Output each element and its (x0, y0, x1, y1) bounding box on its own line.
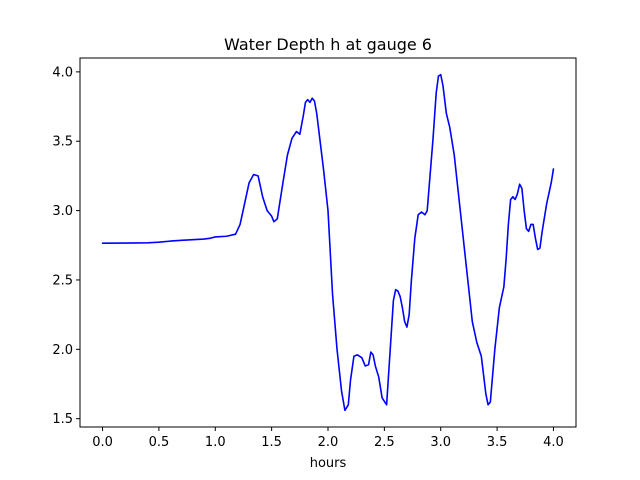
y-tick-label: 3.0 (52, 204, 73, 219)
x-axis-label: hours (310, 456, 347, 471)
x-tick-label: 3.5 (487, 435, 508, 450)
y-tick-label: 2.0 (52, 343, 73, 358)
plot-area (101, 73, 555, 412)
x-tick-label: 2.0 (318, 435, 339, 450)
x-tick-label: 0.5 (149, 435, 170, 450)
x-tick-label: 3.0 (430, 435, 451, 450)
x-tick-label: 4.0 (543, 435, 564, 450)
x-tick-label: 1.0 (205, 435, 226, 450)
x-tick-label: 0.0 (92, 435, 113, 450)
y-tick-label: 4.0 (52, 65, 73, 80)
y-tick-label: 3.5 (52, 135, 73, 150)
x-tick-label: 2.5 (374, 435, 395, 450)
x-tick-label: 1.5 (261, 435, 282, 450)
series-line-0 (101, 73, 555, 412)
y-tick-label: 1.5 (52, 412, 73, 427)
y-axis: 1.5 2.0 2.5 3.0 3.5 4.0 (52, 65, 80, 427)
axes-frame (79, 57, 577, 428)
chart-title: Water Depth h at gauge 6 (224, 35, 432, 54)
x-axis: 0.0 0.5 1.0 1.5 2.0 2.5 3.0 3.5 4.0 (92, 427, 564, 450)
y-tick-label: 2.5 (52, 273, 73, 288)
